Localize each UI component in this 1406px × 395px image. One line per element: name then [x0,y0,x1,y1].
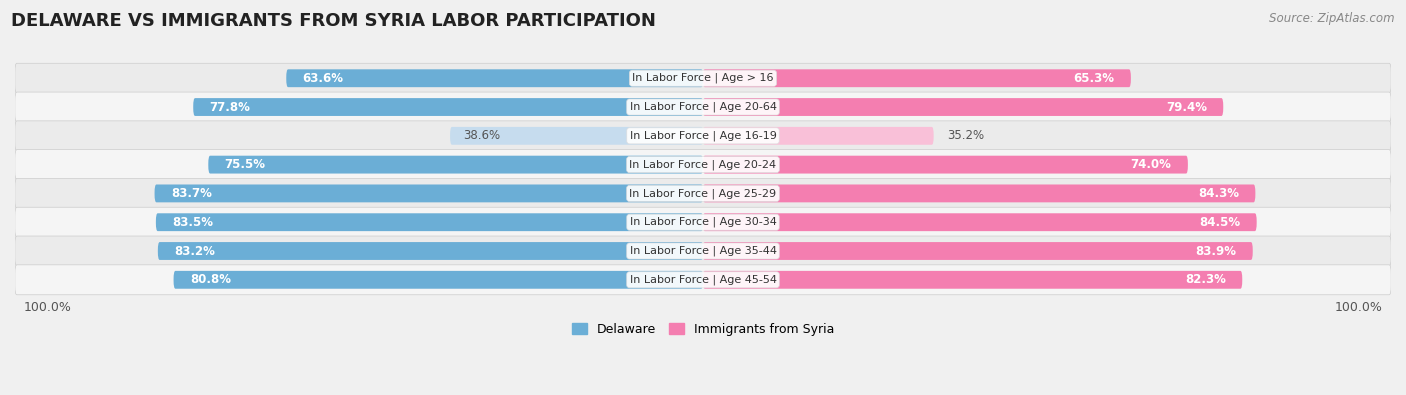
Text: 82.3%: 82.3% [1185,273,1226,286]
FancyBboxPatch shape [703,156,1188,173]
Text: In Labor Force | Age 30-34: In Labor Force | Age 30-34 [630,217,776,228]
Text: In Labor Force | Age 25-29: In Labor Force | Age 25-29 [630,188,776,199]
Text: In Labor Force | Age 20-24: In Labor Force | Age 20-24 [630,159,776,170]
Text: 75.5%: 75.5% [225,158,266,171]
FancyBboxPatch shape [208,156,703,173]
FancyBboxPatch shape [15,63,1391,93]
FancyBboxPatch shape [15,150,1391,180]
Text: 84.3%: 84.3% [1198,187,1239,200]
Text: In Labor Force | Age 35-44: In Labor Force | Age 35-44 [630,246,776,256]
FancyBboxPatch shape [703,213,1257,231]
FancyBboxPatch shape [703,98,1223,116]
Text: DELAWARE VS IMMIGRANTS FROM SYRIA LABOR PARTICIPATION: DELAWARE VS IMMIGRANTS FROM SYRIA LABOR … [11,12,657,30]
Text: In Labor Force | Age 45-54: In Labor Force | Age 45-54 [630,275,776,285]
Text: In Labor Force | Age 16-19: In Labor Force | Age 16-19 [630,131,776,141]
FancyBboxPatch shape [703,271,1243,289]
Text: 77.8%: 77.8% [209,101,250,113]
FancyBboxPatch shape [15,92,1391,122]
Text: 79.4%: 79.4% [1166,101,1206,113]
Text: 74.0%: 74.0% [1130,158,1171,171]
FancyBboxPatch shape [15,207,1391,237]
FancyBboxPatch shape [173,271,703,289]
Text: 83.5%: 83.5% [173,216,214,229]
Text: 35.2%: 35.2% [946,129,984,142]
FancyBboxPatch shape [703,242,1253,260]
FancyBboxPatch shape [156,213,703,231]
Text: 63.6%: 63.6% [302,72,343,85]
FancyBboxPatch shape [703,184,1256,202]
FancyBboxPatch shape [193,98,703,116]
FancyBboxPatch shape [157,242,703,260]
FancyBboxPatch shape [703,127,934,145]
Text: 80.8%: 80.8% [190,273,231,286]
Text: 65.3%: 65.3% [1074,72,1115,85]
Text: 83.9%: 83.9% [1195,245,1236,258]
FancyBboxPatch shape [155,184,703,202]
FancyBboxPatch shape [15,179,1391,209]
Text: Source: ZipAtlas.com: Source: ZipAtlas.com [1270,12,1395,25]
FancyBboxPatch shape [15,265,1391,295]
FancyBboxPatch shape [287,69,703,87]
Text: 83.7%: 83.7% [172,187,212,200]
FancyBboxPatch shape [703,69,1130,87]
Legend: Delaware, Immigrants from Syria: Delaware, Immigrants from Syria [567,318,839,341]
Text: 84.5%: 84.5% [1199,216,1240,229]
Text: In Labor Force | Age 20-64: In Labor Force | Age 20-64 [630,102,776,112]
Text: 83.2%: 83.2% [174,245,215,258]
FancyBboxPatch shape [450,127,703,145]
FancyBboxPatch shape [15,121,1391,151]
Text: 38.6%: 38.6% [463,129,501,142]
Text: In Labor Force | Age > 16: In Labor Force | Age > 16 [633,73,773,83]
FancyBboxPatch shape [15,236,1391,266]
